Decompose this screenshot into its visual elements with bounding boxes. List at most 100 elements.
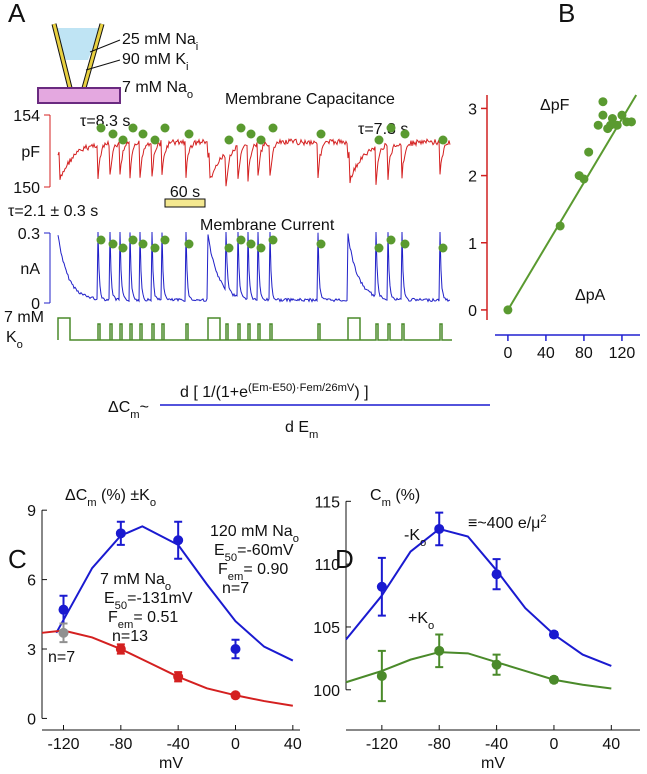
inset-label-part: o	[187, 89, 193, 101]
y-tick-label: 9	[27, 503, 36, 520]
x-tick-label: 80	[575, 345, 593, 362]
point	[376, 581, 387, 592]
event-dot	[246, 239, 256, 249]
x-tick-label: 0	[231, 736, 240, 753]
point	[173, 671, 184, 682]
point	[58, 627, 69, 638]
y-tick-label: 0	[27, 711, 36, 728]
y-axis-title: Cm (%)	[370, 487, 420, 509]
point	[626, 117, 636, 127]
inset-label: 90 mM Ki	[122, 51, 189, 73]
x-tick-label: 40	[284, 736, 302, 753]
y-tick-label: 0	[31, 296, 40, 313]
current-trace	[57, 231, 450, 303]
equation-denominator: d Em	[285, 419, 318, 441]
event-dot	[256, 243, 266, 253]
panel-label: D	[335, 544, 354, 574]
point	[593, 120, 603, 130]
event-dot	[160, 235, 170, 245]
event-dot	[224, 135, 234, 145]
event-dot	[96, 235, 106, 245]
y-tick-label: 105	[313, 620, 340, 637]
y-tick-label: 3	[27, 642, 36, 659]
y-axis-title-part: C	[370, 487, 382, 504]
axis-unit: nA	[20, 261, 40, 278]
annotation-part: E	[214, 542, 225, 559]
annotation-part: n=13	[112, 628, 148, 645]
annotation: τ=7.3 s	[358, 121, 408, 138]
event-dot	[438, 135, 448, 145]
annotation-part: =-131mV	[127, 590, 193, 607]
equation-numerator-part: ) ]	[354, 384, 368, 401]
event-dot	[138, 129, 148, 139]
x-tick-label: -40	[167, 736, 190, 753]
annotation-part: =-60mV	[237, 542, 294, 559]
point	[58, 604, 69, 615]
x-tick-label: -120	[47, 736, 79, 753]
y-tick-label: 2	[468, 169, 477, 186]
annotation: ≡~400 e/μ2	[468, 513, 547, 532]
annotation: n=7	[48, 649, 75, 666]
annotation-part: o	[165, 581, 171, 593]
inset-label: 25 mM Nai	[122, 31, 198, 53]
y-axis-title-part: m	[382, 497, 391, 509]
equation-lhs-part: m	[130, 409, 139, 421]
event-dot	[268, 235, 278, 245]
annotation: 120 mM Nao	[210, 523, 299, 545]
annotation-part: 2	[540, 513, 546, 525]
event-dot	[246, 129, 256, 139]
event-dot	[184, 129, 194, 139]
x-tick-label: 120	[609, 345, 636, 362]
y-tick-label: 1	[468, 236, 477, 253]
y-tick-label: 110	[314, 557, 340, 574]
pipette-solution	[54, 28, 100, 60]
fit-curve	[41, 629, 293, 707]
pointer	[85, 59, 121, 71]
point	[617, 110, 627, 120]
x-tick-label: -40	[485, 736, 508, 753]
panel-label: B	[558, 0, 575, 28]
fit-curve	[345, 527, 612, 667]
annotation-part: o	[420, 537, 426, 549]
x-axis-title: ΔpA	[575, 287, 606, 304]
y-tick-label: 150	[13, 180, 40, 197]
event-dot	[400, 129, 410, 139]
point	[491, 569, 502, 580]
annotation: τ=8.3 s	[80, 113, 130, 130]
equation-lhs-part: ΔC	[108, 399, 130, 416]
equation-numerator-part: d [ 1/(1+e	[180, 384, 248, 401]
annotation: -Ko	[404, 527, 426, 549]
potassium-trace	[57, 317, 452, 341]
event-dot	[236, 123, 246, 133]
x-tick-label: -80	[428, 736, 451, 753]
annotation-part: o	[428, 620, 434, 632]
event-dot	[224, 243, 234, 253]
event-dot	[150, 135, 160, 145]
event-dot	[96, 123, 106, 133]
event-dot	[386, 123, 396, 133]
point	[598, 110, 608, 120]
inset-label-part: 25 mM Na	[122, 31, 196, 48]
annotation: n=7	[222, 580, 249, 597]
annotation-part: em	[228, 571, 244, 583]
potassium-label: Ko	[6, 329, 23, 351]
event-dot	[438, 243, 448, 253]
annotation-part: ≡~400 e/μ	[468, 515, 540, 532]
annotation-part: = 0.90	[243, 561, 288, 578]
y-tick-label: 6	[27, 573, 36, 590]
equation-denominator-part: m	[309, 429, 318, 441]
annotation-part: em	[118, 619, 134, 631]
point	[434, 523, 445, 534]
inset-label-part: i	[196, 41, 199, 53]
point	[607, 114, 617, 124]
annotation-part: n=7	[222, 580, 249, 597]
y-axis-title-part: (%) ±K	[97, 487, 151, 504]
event-dot	[184, 239, 194, 249]
point	[584, 147, 594, 157]
x-axis-title: mV	[159, 755, 183, 772]
annotation: 7 mM Nao	[100, 571, 171, 593]
annotation: +Ko	[408, 610, 434, 632]
equation-lhs-part: ~	[140, 399, 149, 416]
point	[503, 305, 513, 315]
annotation-part: E	[104, 590, 115, 607]
